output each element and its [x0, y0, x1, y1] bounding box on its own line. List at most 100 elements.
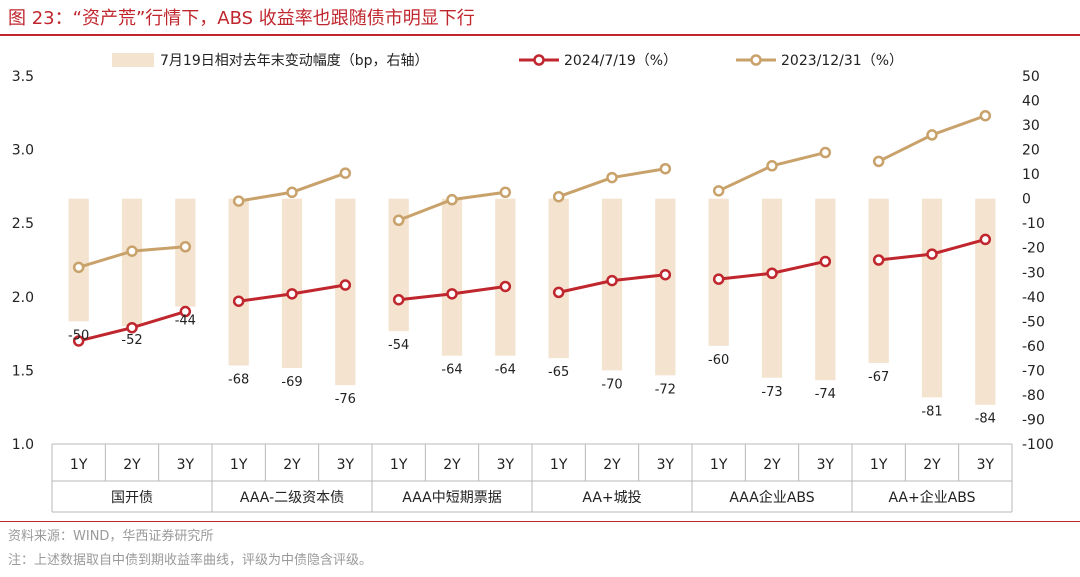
yield-2024-point	[126, 321, 138, 334]
x-tick-label: 3Y	[177, 457, 195, 473]
x-tick-label: 1Y	[230, 457, 248, 473]
legend-2024-label: 2024/7/19（%）	[564, 53, 677, 69]
bar-value-label: -52	[121, 333, 142, 348]
yield-2024-point	[819, 255, 832, 268]
title-rule	[0, 34, 1080, 36]
bar-value-label: -64	[441, 363, 462, 378]
bar-value-label: -64	[495, 363, 516, 378]
legend-2023-marker	[750, 54, 762, 66]
figure-title: 图 23：“资产荒”行情下，ABS 收益率也跟随债市明显下行	[8, 8, 475, 29]
bar-value-label: -70	[601, 377, 622, 392]
x-tick-label: 2Y	[123, 457, 141, 473]
left-axis-tick: 1.5	[12, 363, 34, 379]
change-bar	[921, 198, 943, 398]
right-axis-tick: 50	[1022, 69, 1040, 85]
source-note: 资料来源：WIND，华西证券研究所	[8, 529, 214, 544]
group-label: AA+企业ABS	[888, 489, 975, 506]
yield-2023-point	[659, 162, 672, 175]
bond-yield-chart: 7月19日相对去年末变动幅度（bp，右轴） 2024/7/19（%） 2023/12…	[12, 53, 1054, 513]
bar-value-label: -69	[281, 375, 302, 390]
right-axis-tick: 40	[1022, 94, 1040, 110]
group-label: 国开债	[111, 490, 153, 506]
right-axis-tick: -60	[1022, 339, 1045, 355]
yield-2024-point	[552, 286, 565, 299]
bar-value-label: -73	[761, 385, 782, 400]
bar-value-label: -60	[708, 353, 729, 368]
change-bar	[121, 198, 143, 327]
yield-2023-point	[72, 261, 85, 274]
change-bar	[281, 198, 303, 368]
right-axis-tick: 30	[1022, 118, 1040, 134]
yield-2023-point	[126, 245, 138, 257]
legend-bar-swatch	[112, 53, 154, 67]
right-axis-tick: -50	[1022, 314, 1045, 330]
yield-2024-point	[872, 254, 885, 266]
yield-2023-point	[499, 186, 512, 199]
line-series	[72, 109, 992, 347]
left-axis-tick: 3.0	[12, 143, 34, 159]
change-bar	[548, 198, 569, 359]
change-bar	[655, 198, 676, 376]
x-tick-label: 1Y	[870, 457, 888, 473]
yield-2023-point	[606, 171, 618, 184]
right-axis-tick: 20	[1022, 143, 1040, 159]
change-bar	[815, 198, 836, 381]
bar-value-label: -67	[868, 370, 889, 385]
chart-axes: 1.01.52.02.53.03.5-100-90-80-70-60-50-40…	[12, 69, 1054, 513]
change-bar	[228, 198, 249, 366]
x-tick-label: 3Y	[657, 457, 675, 473]
yield-2024-point	[766, 267, 778, 279]
x-tick-label: 3Y	[337, 457, 355, 473]
x-tick-label: 3Y	[977, 457, 995, 473]
yield-2024-point	[979, 233, 992, 246]
yield-2024-point	[392, 293, 405, 306]
yield-2023-point	[712, 185, 725, 197]
yield-2024-point	[339, 279, 352, 291]
right-axis-tick: -30	[1022, 265, 1045, 281]
left-axis-tick: 2.5	[12, 216, 34, 232]
left-axis-tick: 1.0	[12, 437, 34, 453]
change-bar	[441, 198, 463, 356]
yield-2024-point	[499, 280, 512, 293]
bar-value-label: -68	[228, 372, 249, 387]
yield-2024-point	[446, 288, 458, 300]
bar-value-label: -65	[548, 365, 569, 380]
bar-value-label: -44	[175, 314, 196, 329]
group-label: AAA中短期票据	[402, 490, 502, 506]
legend-2024-marker	[533, 54, 545, 66]
group-label: AAA-二级资本债	[240, 490, 344, 506]
yield-2023-point	[819, 146, 832, 159]
bar-value-label: -74	[815, 387, 836, 402]
yield-2023-point	[446, 193, 458, 206]
right-axis-tick: 0	[1022, 192, 1031, 208]
change-bar	[975, 198, 996, 405]
yield-2024-point	[712, 273, 725, 285]
yield-2023-point	[339, 167, 352, 179]
group-label: AA+城投	[582, 490, 641, 506]
right-axis-tick: -40	[1022, 290, 1045, 306]
change-bar	[68, 198, 89, 322]
yield-2024-point	[926, 248, 938, 260]
yield-2024-point	[72, 335, 85, 347]
right-axis-tick: -70	[1022, 363, 1045, 379]
bar-value-label: -72	[655, 382, 676, 397]
change-bar	[868, 198, 889, 364]
yield-2023-point	[552, 190, 565, 203]
yield-2024-point	[232, 295, 245, 307]
change-bar	[335, 198, 356, 386]
yield-2024-point	[286, 288, 298, 300]
bar-value-label: -76	[335, 392, 356, 407]
footer-rule	[0, 521, 1080, 522]
yield-2024-point	[659, 268, 672, 281]
right-axis-tick: 10	[1022, 167, 1040, 183]
x-tick-label: 2Y	[283, 457, 301, 473]
x-tick-label: 1Y	[390, 457, 408, 473]
change-bar	[495, 198, 516, 356]
yield-2023-point	[179, 241, 192, 253]
left-axis-tick: 2.0	[12, 290, 34, 306]
yield-2023-line-segment	[718, 151, 826, 193]
yield-2023-point	[392, 214, 405, 227]
right-axis-tick: -20	[1022, 241, 1045, 257]
bar-value-label: -84	[975, 412, 996, 427]
yield-2023-point	[872, 155, 885, 168]
